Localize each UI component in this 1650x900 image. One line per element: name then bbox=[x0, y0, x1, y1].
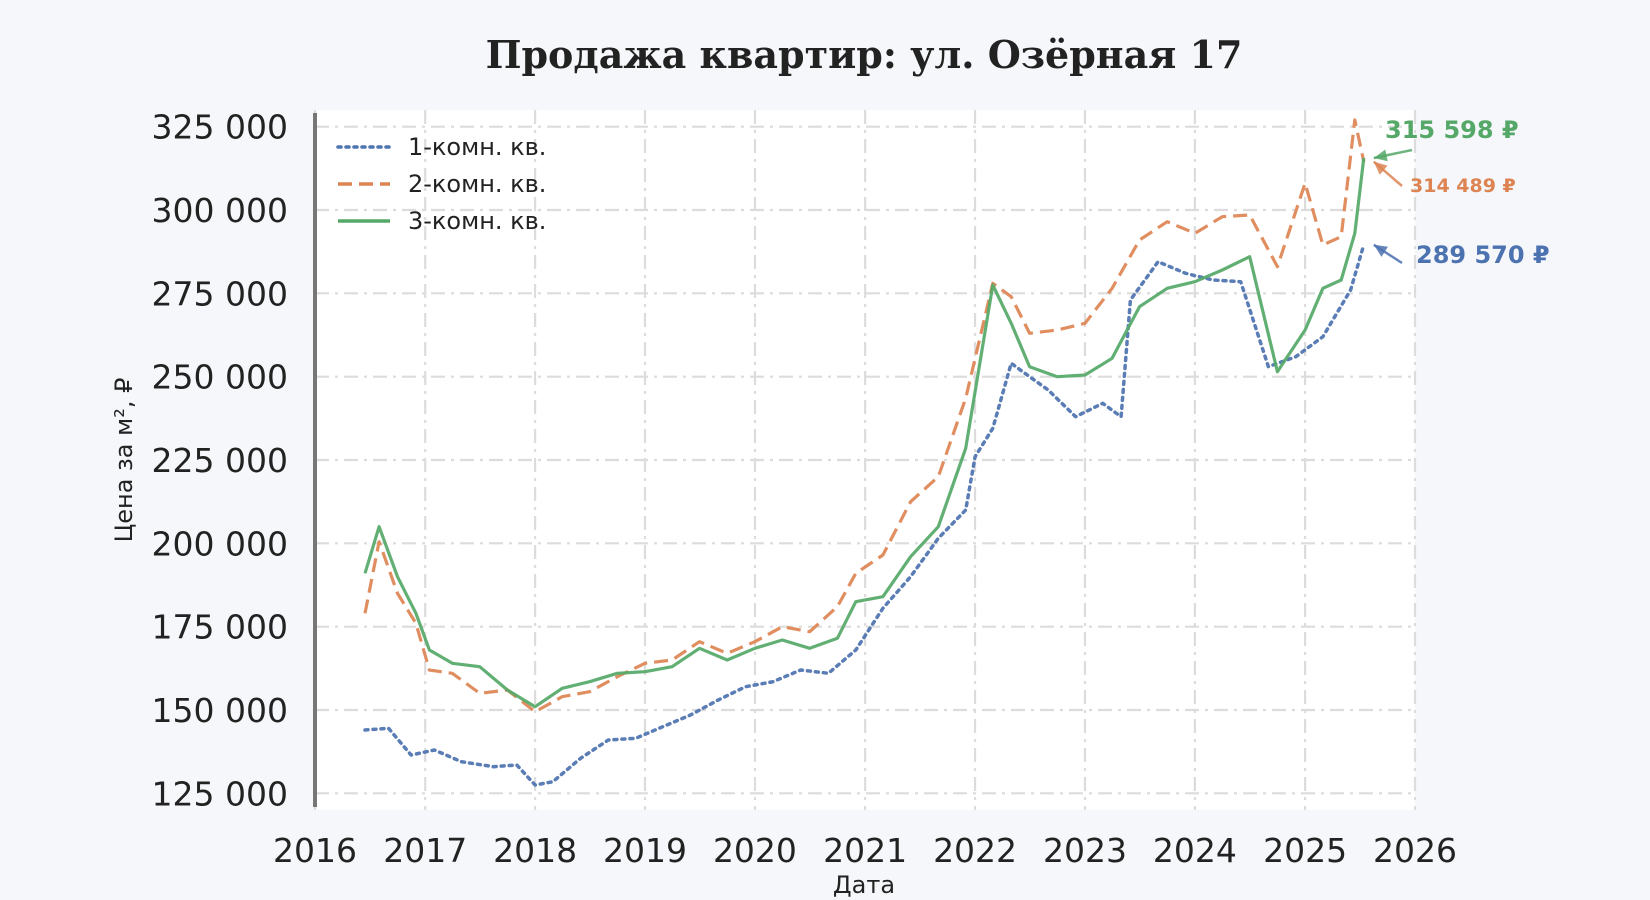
legend-label-3: 3-комн. кв. bbox=[408, 207, 546, 235]
y-axis-label: Цена за м², ₽ bbox=[110, 378, 138, 543]
series-line-2 bbox=[363, 118, 1366, 714]
annotation-arrowhead-2 bbox=[1373, 161, 1388, 175]
x-tick-label: 2017 bbox=[383, 831, 467, 870]
y-tick-label: 275 000 bbox=[152, 274, 288, 313]
series-line-1 bbox=[363, 243, 1366, 787]
chart-title: Продажа квартир: ул. Озёрная 17 bbox=[486, 32, 1243, 77]
x-tick-label: 2021 bbox=[823, 831, 907, 870]
y-tick-label: 175 000 bbox=[152, 608, 288, 647]
legend-label-1: 1-комн. кв. bbox=[408, 133, 546, 161]
x-tick-label: 2024 bbox=[1153, 831, 1237, 870]
legend-label-2: 2-комн. кв. bbox=[408, 170, 546, 198]
y-tick-label: 200 000 bbox=[152, 524, 288, 563]
y-tick-label: 300 000 bbox=[152, 191, 288, 230]
x-tick-label: 2023 bbox=[1043, 831, 1127, 870]
annotation-arrowhead-1 bbox=[1373, 244, 1388, 257]
x-tick-label: 2016 bbox=[273, 831, 357, 870]
legend: 1-комн. кв. 2-комн. кв. 3-комн. кв. bbox=[336, 133, 546, 235]
x-tick-label: 2026 bbox=[1373, 831, 1457, 870]
final-value-annotations: 289 570 ₽ 314 489 ₽ 315 598 ₽ bbox=[1372, 116, 1550, 269]
series-lines bbox=[363, 118, 1366, 787]
series-line-3 bbox=[363, 157, 1366, 709]
x-tick-label: 2020 bbox=[713, 831, 797, 870]
x-tick-label: 2019 bbox=[603, 831, 687, 870]
annotation-label-2: 314 489 ₽ bbox=[1410, 175, 1516, 197]
annotation-label-1: 289 570 ₽ bbox=[1416, 241, 1550, 269]
annotation-arrowhead-3 bbox=[1373, 149, 1388, 162]
y-tick-label: 125 000 bbox=[152, 774, 288, 813]
y-tick-label: 225 000 bbox=[152, 441, 288, 480]
x-tick-labels: 2016 2017 2018 2019 2020 2021 2022 2023 2024 2025… bbox=[273, 831, 1457, 870]
x-tick-label: 2018 bbox=[493, 831, 577, 870]
x-axis-label: Дата bbox=[833, 871, 895, 899]
annotation-label-3: 315 598 ₽ bbox=[1385, 116, 1519, 144]
x-tick-label: 2022 bbox=[933, 831, 1017, 870]
y-tick-label: 150 000 bbox=[152, 691, 288, 730]
y-tick-label: 325 000 bbox=[152, 108, 288, 147]
x-tick-label: 2025 bbox=[1263, 831, 1347, 870]
y-tick-labels: 125 000 150 000 175 000 200 000 225 000 250 0… bbox=[152, 108, 288, 814]
y-tick-label: 250 000 bbox=[152, 358, 288, 397]
